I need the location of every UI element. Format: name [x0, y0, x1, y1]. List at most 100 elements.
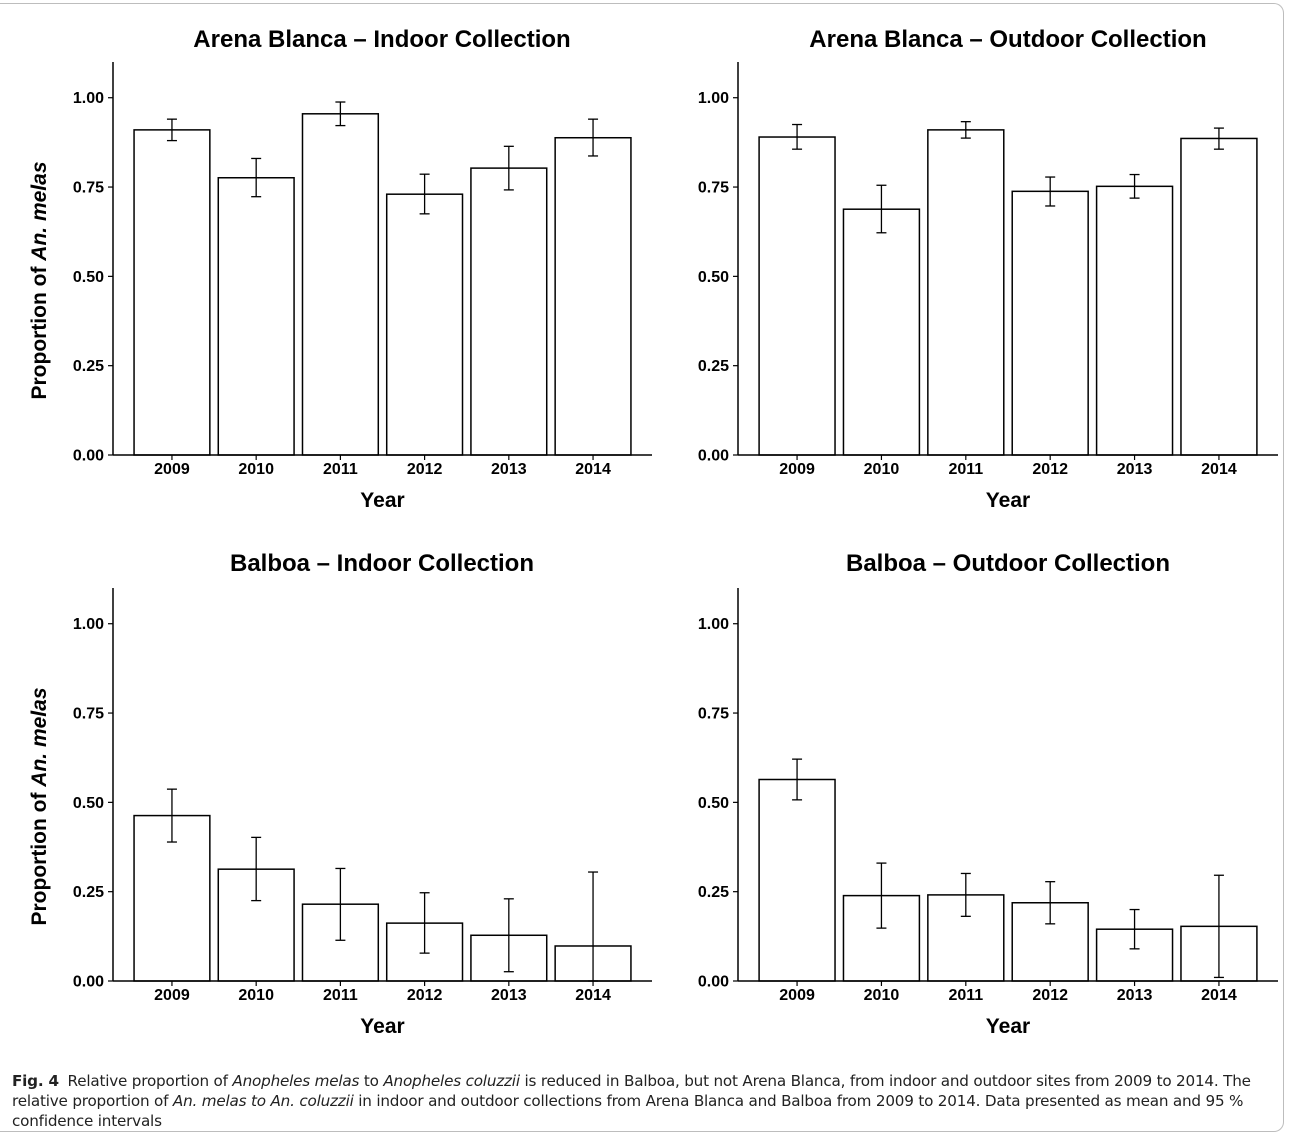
x-tick-label: 2014 [1201, 461, 1237, 478]
x-tick-label: 2009 [779, 461, 815, 478]
chart-title: Arena Blanca – Indoor Collection [193, 26, 570, 53]
error-bar [792, 123, 803, 150]
bar [1011, 190, 1089, 456]
error-bar [960, 121, 971, 139]
x-tick-label: 2009 [779, 987, 815, 1004]
x-tick-label: 2013 [1117, 987, 1153, 1004]
bar [301, 113, 380, 456]
y-tick-label: 1.00 [698, 90, 729, 107]
x-tick-label: 2010 [864, 461, 900, 478]
bar [1180, 137, 1258, 456]
x-axis-label: Year [360, 1015, 404, 1038]
bar [385, 193, 464, 456]
x-tick-label: 2014 [1201, 987, 1237, 1004]
caption-segment: Relative proportion of [67, 1072, 233, 1090]
bar [758, 136, 836, 456]
y-tick-label: 0.50 [73, 269, 104, 286]
x-tick-label: 2012 [1032, 461, 1068, 478]
x-tick-label: 2014 [575, 461, 611, 478]
y-tick-label: 0.25 [698, 358, 729, 375]
x-tick-label: 2009 [154, 461, 190, 478]
x-tick-label: 2013 [1117, 461, 1153, 478]
panel-arena-blanca-indoor: Arena Blanca – Indoor Collection 2009 2010… [28, 26, 652, 512]
error-bar [792, 758, 803, 801]
y-axis-label-prefix: Proportion of [28, 787, 51, 926]
y-tick-label: 0.00 [698, 448, 729, 465]
x-tick-label: 2013 [491, 987, 527, 1004]
error-bar [419, 173, 430, 215]
y-axis-label: Proportion of An. melas [28, 687, 51, 925]
bar [133, 129, 211, 456]
x-tick-label: 2011 [948, 461, 983, 478]
error-bar [588, 118, 599, 157]
x-tick-label: 2013 [491, 461, 527, 478]
error-bar [251, 836, 262, 902]
chart-title: Arena Blanca – Outdoor Collection [809, 26, 1206, 53]
caption-segment: to [359, 1072, 384, 1090]
y-tick-label: 0.50 [698, 795, 729, 812]
bar [927, 129, 1005, 456]
y-tick-label: 0.00 [73, 448, 104, 465]
chart-title: Balboa – Outdoor Collection [846, 550, 1170, 577]
y-axis-label: Proportion of An. melas [28, 161, 51, 399]
chart-title: Balboa – Indoor Collection [230, 550, 534, 577]
bar [470, 167, 548, 456]
error-bar [960, 872, 971, 917]
error-bar [166, 788, 177, 843]
error-bar [503, 145, 514, 191]
bar [1095, 185, 1174, 456]
x-tick-label: 2010 [238, 987, 274, 1004]
error-bar [876, 862, 887, 929]
y-axis-label-species: An. melas [28, 161, 51, 261]
x-tick-label: 2014 [575, 987, 611, 1004]
x-axis-label: Year [986, 489, 1030, 512]
caption-box: Fig. 4 Relative proportion of Anopheles … [0, 1065, 1284, 1132]
figure-caption: Fig. 4 Relative proportion of Anopheles … [12, 1071, 1277, 1131]
x-tick-label: 2009 [154, 987, 190, 1004]
y-tick-label: 0.50 [698, 269, 729, 286]
y-tick-label: 0.75 [73, 180, 104, 197]
x-tick-label: 2012 [1032, 987, 1068, 1004]
error-bar [251, 157, 262, 198]
bar [554, 136, 632, 456]
caption-text: Relative proportion of Anopheles melas t… [12, 1072, 1251, 1130]
bar [842, 208, 921, 456]
y-tick-label: 0.00 [73, 974, 104, 991]
error-bar [503, 898, 514, 973]
caption-segment: is reduced in Balboa, but not Arena Blan… [12, 1072, 1251, 1110]
caption-segment: An. melas to An. coluzzii [172, 1092, 354, 1110]
y-tick-label: 0.75 [73, 706, 104, 723]
caption-segment: Anopheles melas [232, 1072, 360, 1090]
x-tick-label: 2012 [407, 461, 443, 478]
y-tick-label: 0.75 [698, 180, 729, 197]
x-axis-label: Year [360, 489, 404, 512]
error-bar [166, 118, 177, 142]
error-bar [419, 892, 430, 954]
bar [217, 177, 295, 456]
caption-segment: Anopheles coluzzii [383, 1072, 520, 1090]
error-bar [876, 184, 887, 234]
x-tick-label: 2011 [323, 987, 358, 1004]
x-tick-label: 2010 [864, 987, 900, 1004]
y-tick-label: 1.00 [698, 616, 729, 633]
error-bar [335, 867, 346, 941]
error-bar [1213, 127, 1224, 150]
error-bar [1213, 874, 1224, 979]
bar [133, 814, 211, 982]
x-tick-label: 2010 [238, 461, 274, 478]
figure: Arena Blanca – Indoor Collection 2009 2010… [28, 26, 1278, 1038]
error-bar [1129, 908, 1140, 950]
error-bar [1045, 881, 1056, 925]
error-bar [1129, 173, 1140, 199]
y-tick-label: 0.75 [698, 706, 729, 723]
y-tick-label: 1.00 [73, 616, 104, 633]
bar [758, 778, 836, 982]
y-tick-label: 0.50 [73, 795, 104, 812]
y-tick-label: 0.25 [73, 884, 104, 901]
y-axis-label-prefix: Proportion of [28, 261, 51, 400]
caption-segment: in indoor and outdoor collections from A… [12, 1092, 1244, 1130]
y-tick-label: 0.00 [698, 974, 729, 991]
x-tick-label: 2011 [948, 987, 983, 1004]
y-tick-label: 0.25 [698, 884, 729, 901]
panel-arena-blanca-outdoor: Arena Blanca – Outdoor Collection 2009 201… [698, 26, 1278, 512]
